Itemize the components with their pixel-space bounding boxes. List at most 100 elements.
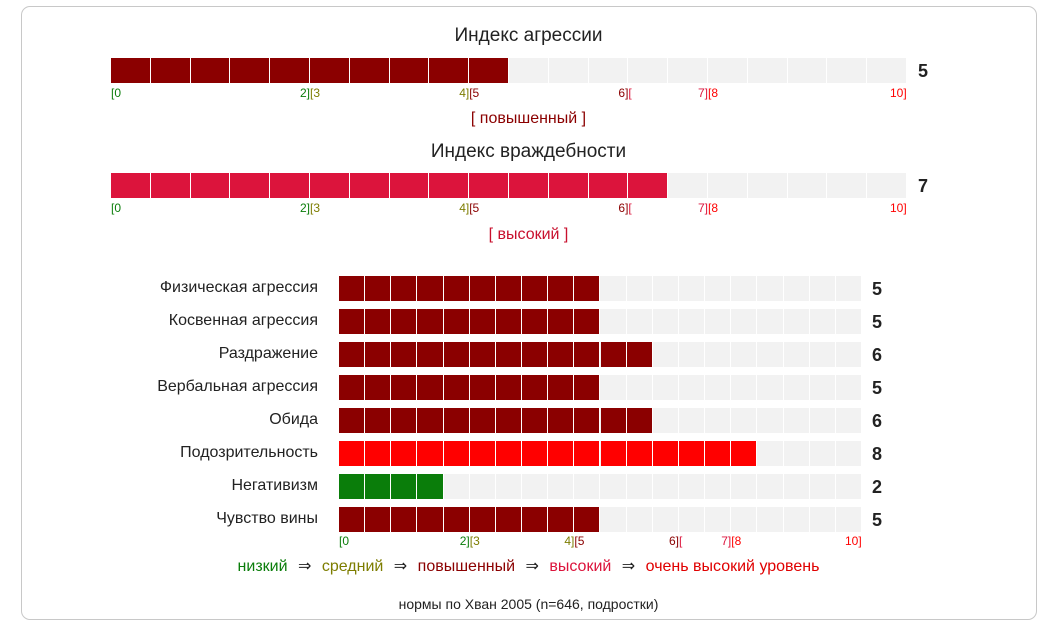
bar-segment-empty bbox=[835, 507, 862, 532]
bar-segment-filled bbox=[443, 408, 470, 433]
bar-segment-filled bbox=[469, 408, 496, 433]
bar-segment-empty bbox=[574, 474, 601, 499]
bar-segment-empty bbox=[835, 276, 862, 301]
subscale-label: Физическая агрессия bbox=[159, 279, 318, 296]
bar-segment-filled bbox=[469, 276, 496, 301]
bar-segment-empty bbox=[626, 276, 653, 301]
bar-segment-empty bbox=[731, 375, 758, 400]
bar-segment-filled bbox=[417, 276, 444, 301]
scale-tick-label: 7][8 bbox=[721, 534, 742, 548]
bar-segment-empty bbox=[747, 173, 788, 198]
bar-segment-empty bbox=[678, 276, 706, 301]
bar-segment-empty bbox=[731, 474, 758, 499]
bar-segment-empty bbox=[783, 474, 810, 499]
bar-segment-empty bbox=[809, 342, 836, 367]
bar-segment-empty bbox=[708, 58, 748, 83]
scale-tick-label: 10] bbox=[890, 86, 907, 100]
bar-segment-empty bbox=[469, 474, 496, 499]
bar-segment-empty bbox=[600, 309, 627, 334]
bar-segment-filled bbox=[574, 276, 601, 301]
bar-segment-filled bbox=[417, 342, 444, 367]
bar-segment-filled bbox=[339, 276, 366, 301]
bar-segment-empty bbox=[522, 474, 549, 499]
bar-segment-empty bbox=[757, 507, 784, 532]
bar-segment-filled bbox=[574, 309, 601, 334]
subscale-score: 5 bbox=[872, 510, 883, 530]
aggression-index-score: 5 bbox=[918, 61, 929, 81]
legend-arrow-icon: ⇒ bbox=[297, 558, 312, 575]
bar-segment-filled bbox=[417, 408, 444, 433]
bar-segment-filled bbox=[443, 276, 470, 301]
bar-segment-filled bbox=[310, 173, 350, 198]
bar-segment-filled bbox=[190, 58, 231, 83]
bar-segment-filled bbox=[548, 375, 575, 400]
legend-arrow-icon: ⇒ bbox=[525, 558, 539, 575]
bar-segment-empty bbox=[731, 309, 758, 334]
subscale-bar bbox=[339, 507, 862, 532]
bar-segment-filled bbox=[548, 507, 575, 532]
scale-tick-label: 4][5 bbox=[459, 201, 480, 215]
bar-segment-filled bbox=[469, 173, 509, 198]
bar-segment-empty bbox=[678, 507, 706, 532]
bar-segment-empty bbox=[809, 408, 836, 433]
bar-segment-empty bbox=[705, 474, 732, 499]
bar-segment-filled bbox=[548, 173, 589, 198]
bar-segment-empty bbox=[626, 375, 653, 400]
bar-segment-empty bbox=[783, 342, 810, 367]
bar-segment-filled bbox=[391, 342, 418, 367]
subscale-bar bbox=[339, 474, 862, 499]
bar-segment-filled bbox=[349, 58, 390, 83]
subscale-bar bbox=[339, 375, 862, 400]
bar-segment-filled bbox=[469, 58, 509, 83]
subscale-label: Обида bbox=[269, 411, 318, 428]
bar-segment-empty bbox=[588, 58, 629, 83]
bar-segment-filled bbox=[339, 474, 366, 499]
bar-segment-filled bbox=[522, 408, 549, 433]
hostility-index-score: 7 bbox=[918, 176, 929, 196]
bar-segment-filled bbox=[678, 441, 706, 466]
bar-segment-empty bbox=[809, 276, 836, 301]
bar-segment-empty bbox=[678, 309, 706, 334]
bar-segment-filled bbox=[574, 507, 601, 532]
hostility-index-title: Индекс враждебности bbox=[430, 141, 627, 162]
bar-segment-filled bbox=[339, 342, 366, 367]
bar-segment-filled bbox=[339, 309, 366, 334]
bar-segment-empty bbox=[626, 309, 653, 334]
bar-segment-empty bbox=[628, 58, 669, 83]
bar-segment-filled bbox=[626, 408, 653, 433]
bar-segment-filled bbox=[705, 441, 732, 466]
bar-segment-filled bbox=[600, 342, 627, 367]
bar-segment-filled bbox=[190, 173, 231, 198]
scale-tick-label: 4][5 bbox=[459, 86, 480, 100]
bar-segment-empty bbox=[835, 441, 862, 466]
bar-segment-empty bbox=[783, 408, 810, 433]
scale-tick-label: 7][8 bbox=[698, 86, 719, 100]
legend-arrow-icon: ⇒ bbox=[621, 558, 636, 575]
bar-segment-empty bbox=[783, 441, 810, 466]
subscale-label: Косвенная агрессия bbox=[168, 312, 318, 329]
subscale-bar bbox=[339, 342, 862, 367]
bar-segment-filled bbox=[111, 173, 151, 198]
scale-tick-label: [0 bbox=[111, 86, 122, 100]
bar-segment-empty bbox=[548, 58, 589, 83]
legend-high: высокий bbox=[549, 558, 612, 575]
bar-segment-empty bbox=[678, 408, 706, 433]
subscale-score: 6 bbox=[872, 345, 883, 365]
bar-segment-filled bbox=[548, 309, 575, 334]
bar-segment-filled bbox=[495, 342, 523, 367]
subscale-score: 5 bbox=[872, 279, 883, 299]
bar-segment-filled bbox=[391, 276, 418, 301]
bar-segment-empty bbox=[678, 375, 706, 400]
level-legend: низкий ⇒ средний ⇒ повышенный ⇒ высокий … bbox=[0, 556, 1057, 576]
bar-segment-filled bbox=[548, 408, 575, 433]
bar-segment-filled bbox=[349, 173, 390, 198]
bar-segment-empty bbox=[600, 507, 627, 532]
scale-tick-label: 2][3 bbox=[459, 534, 480, 548]
legend-low: низкий bbox=[237, 558, 288, 575]
bar-segment-empty bbox=[600, 474, 627, 499]
bar-segment-filled bbox=[365, 276, 392, 301]
bar-segment-filled bbox=[443, 375, 470, 400]
bar-segment-empty bbox=[809, 375, 836, 400]
bar-segment-empty bbox=[757, 441, 784, 466]
bar-segment-filled bbox=[509, 173, 549, 198]
